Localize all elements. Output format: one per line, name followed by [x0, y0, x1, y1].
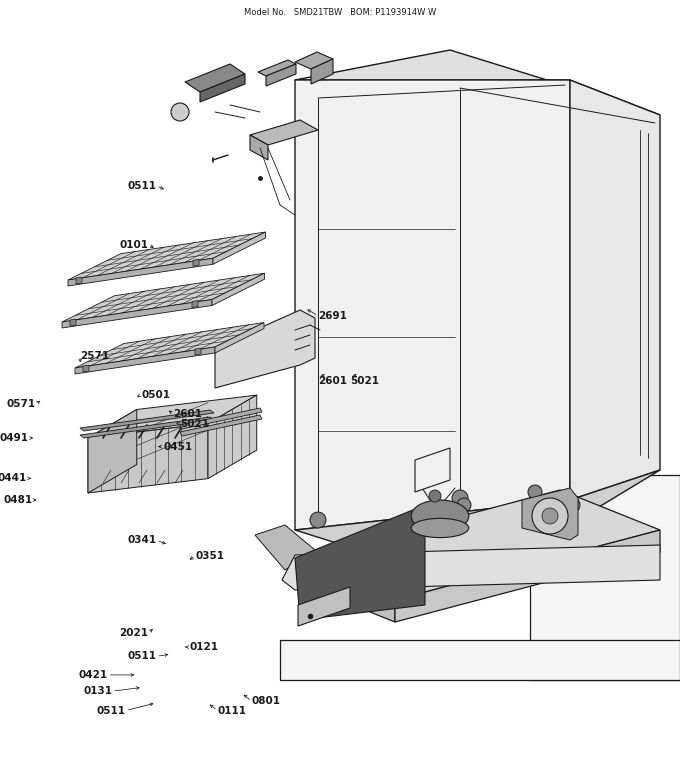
Polygon shape	[280, 640, 680, 680]
Polygon shape	[215, 310, 315, 388]
Circle shape	[171, 103, 189, 121]
Polygon shape	[266, 64, 296, 86]
Circle shape	[532, 498, 568, 534]
Polygon shape	[180, 408, 262, 429]
Polygon shape	[295, 505, 425, 620]
Polygon shape	[295, 470, 660, 585]
Polygon shape	[255, 525, 315, 570]
Circle shape	[429, 490, 441, 502]
Polygon shape	[88, 423, 208, 493]
Circle shape	[310, 512, 326, 528]
Polygon shape	[88, 409, 137, 493]
Polygon shape	[83, 365, 89, 372]
Polygon shape	[258, 60, 296, 76]
Polygon shape	[62, 300, 212, 328]
Text: 0111: 0111	[218, 706, 247, 715]
Polygon shape	[282, 545, 660, 590]
Circle shape	[564, 497, 580, 513]
Ellipse shape	[411, 519, 469, 538]
Circle shape	[457, 498, 471, 512]
Polygon shape	[192, 300, 198, 307]
Ellipse shape	[411, 500, 469, 532]
Text: 0571: 0571	[6, 399, 35, 409]
Text: 2021: 2021	[119, 628, 148, 638]
Polygon shape	[295, 80, 570, 530]
Polygon shape	[212, 273, 265, 306]
Text: 0441: 0441	[0, 474, 27, 483]
Polygon shape	[193, 259, 199, 266]
Circle shape	[528, 485, 542, 499]
Polygon shape	[570, 80, 660, 500]
Polygon shape	[298, 587, 350, 626]
Polygon shape	[250, 120, 318, 145]
Polygon shape	[200, 74, 245, 102]
Polygon shape	[295, 560, 395, 622]
Text: 2571: 2571	[80, 351, 109, 361]
Polygon shape	[295, 52, 333, 69]
Text: 0121: 0121	[189, 642, 218, 652]
Text: 0511: 0511	[127, 652, 156, 661]
Circle shape	[452, 490, 468, 506]
Polygon shape	[75, 347, 215, 374]
Polygon shape	[415, 448, 450, 492]
Text: 0131: 0131	[83, 687, 112, 696]
Polygon shape	[80, 417, 214, 438]
Polygon shape	[213, 232, 265, 264]
Text: 0801: 0801	[252, 697, 281, 706]
Polygon shape	[530, 475, 680, 680]
Polygon shape	[180, 415, 262, 436]
Circle shape	[542, 508, 558, 524]
Polygon shape	[68, 259, 213, 286]
Text: 2601: 2601	[173, 409, 203, 419]
Text: 0491: 0491	[0, 433, 29, 443]
Polygon shape	[195, 348, 201, 355]
Polygon shape	[88, 395, 257, 438]
Polygon shape	[215, 323, 264, 353]
Text: 0341: 0341	[127, 536, 156, 545]
Polygon shape	[185, 64, 245, 92]
Text: 0501: 0501	[141, 390, 171, 399]
Text: 5021: 5021	[350, 376, 379, 385]
Polygon shape	[68, 232, 265, 280]
Polygon shape	[522, 488, 578, 540]
Polygon shape	[62, 273, 265, 322]
Polygon shape	[70, 319, 76, 326]
Text: 5021: 5021	[180, 420, 209, 429]
Text: 0421: 0421	[78, 670, 107, 680]
Polygon shape	[250, 135, 268, 160]
Text: 0451: 0451	[163, 442, 192, 451]
Text: Model No.   SMD21TBW   BOM: P1193914W W: Model No. SMD21TBW BOM: P1193914W W	[244, 8, 436, 17]
Polygon shape	[208, 395, 257, 478]
Polygon shape	[311, 59, 333, 84]
Text: 0101: 0101	[119, 240, 148, 249]
Polygon shape	[395, 530, 660, 622]
Text: 0511: 0511	[97, 706, 126, 715]
Text: 0481: 0481	[3, 495, 33, 505]
Polygon shape	[295, 490, 660, 600]
Polygon shape	[76, 277, 82, 284]
Text: 2601: 2601	[318, 376, 347, 385]
Polygon shape	[75, 323, 264, 368]
Text: 0511: 0511	[127, 181, 156, 190]
Polygon shape	[80, 410, 214, 431]
Text: 2691: 2691	[318, 311, 347, 320]
Polygon shape	[295, 50, 660, 115]
Text: 0351: 0351	[196, 551, 225, 560]
